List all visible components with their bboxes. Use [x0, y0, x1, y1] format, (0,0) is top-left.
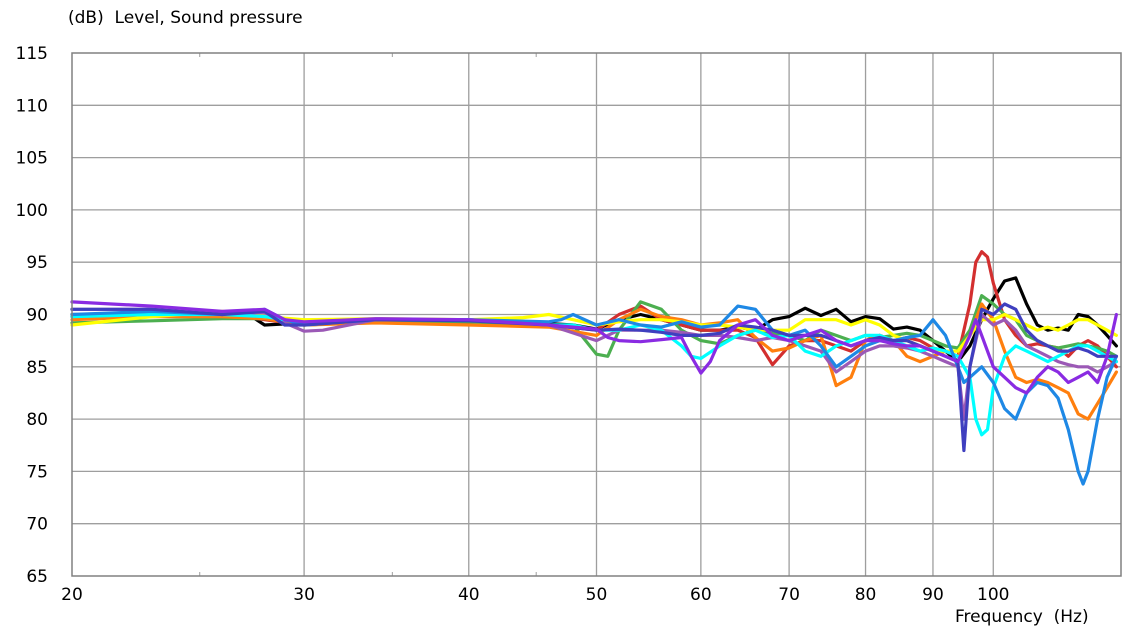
y-tick-label: 100 [16, 201, 48, 221]
x-tick-label: 60 [690, 585, 712, 605]
y-axis-label: (dB) Level, Sound pressure [68, 8, 303, 28]
x-tick-label: 100 [977, 585, 1009, 605]
y-tick-label: 110 [16, 96, 48, 116]
x-tick-label: 80 [855, 585, 877, 605]
y-tick-label: 105 [16, 149, 48, 169]
x-tick-label: 40 [458, 585, 480, 605]
y-tick-label: 70 [26, 515, 48, 535]
series-line [70, 304, 1118, 486]
x-tick-label: 70 [778, 585, 800, 605]
series-line [70, 309, 1118, 353]
x-tick-label: 50 [586, 585, 608, 605]
series-line [70, 300, 1118, 395]
y-tick-label: 90 [26, 306, 48, 326]
x-tick-label: 20 [61, 585, 83, 605]
x-tick-label: 90 [922, 585, 944, 605]
y-tick-label: 85 [26, 358, 48, 378]
y-tick-label: 115 [16, 44, 48, 64]
y-tick-label: 95 [26, 253, 48, 273]
x-tick-label: 30 [293, 585, 315, 605]
y-tick-label: 80 [26, 410, 48, 430]
y-tick-label: 65 [26, 567, 48, 587]
plot-frame [71, 52, 1122, 577]
x-axis-label: Frequency (Hz) [955, 607, 1089, 627]
y-tick-label: 75 [26, 462, 48, 482]
